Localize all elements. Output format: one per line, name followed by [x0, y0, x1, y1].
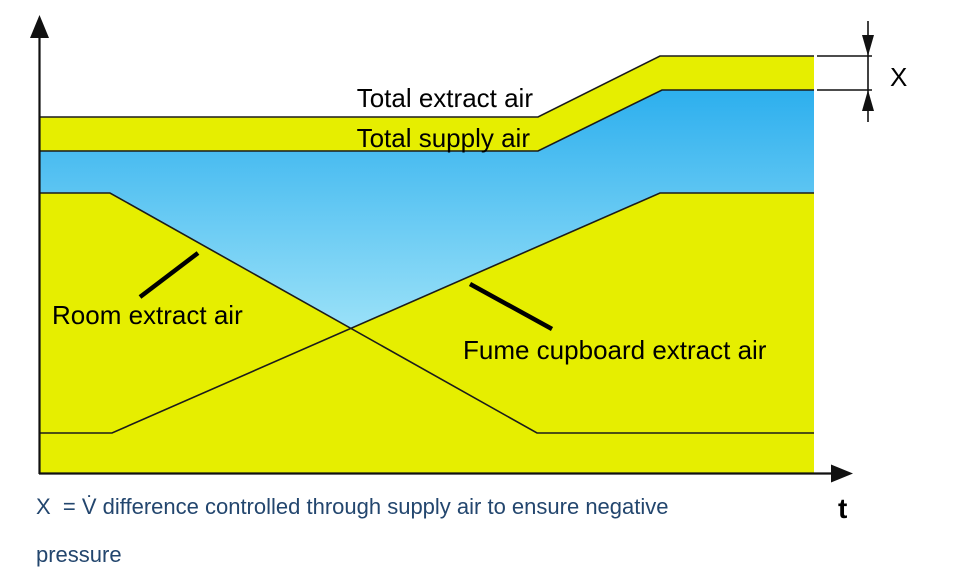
y-axis-arrowhead [30, 15, 49, 38]
room-extract-air-line [40, 192, 814, 434]
fume-cupboard-extract-air-label: Fume cupboard extract air [463, 335, 767, 365]
total-extract-air-line [40, 55, 814, 118]
caption-line-2: pressure [36, 542, 122, 567]
room-extract-air-label: Room extract air [52, 300, 243, 330]
caption-line-1: X = V̇ difference controlled through sup… [36, 494, 669, 519]
room-extract-callout-line [138, 251, 200, 299]
dimension-arrow-up-icon [862, 90, 874, 111]
total-supply-air-line [40, 89, 814, 152]
total-supply-air-label: Total supply air [357, 123, 531, 153]
dimension-arrow-down-icon [862, 35, 874, 56]
fume-cupboard-extract-air-line [40, 192, 814, 434]
supply-air-blue-region [40, 90, 814, 328]
total-extract-air-label: Total extract air [357, 83, 534, 113]
fume-cupboard-callout-line [468, 282, 554, 331]
x-axis-arrowhead [831, 464, 853, 483]
dimension-x-label: X [890, 62, 907, 92]
x-axis-t-label: t [838, 493, 847, 524]
